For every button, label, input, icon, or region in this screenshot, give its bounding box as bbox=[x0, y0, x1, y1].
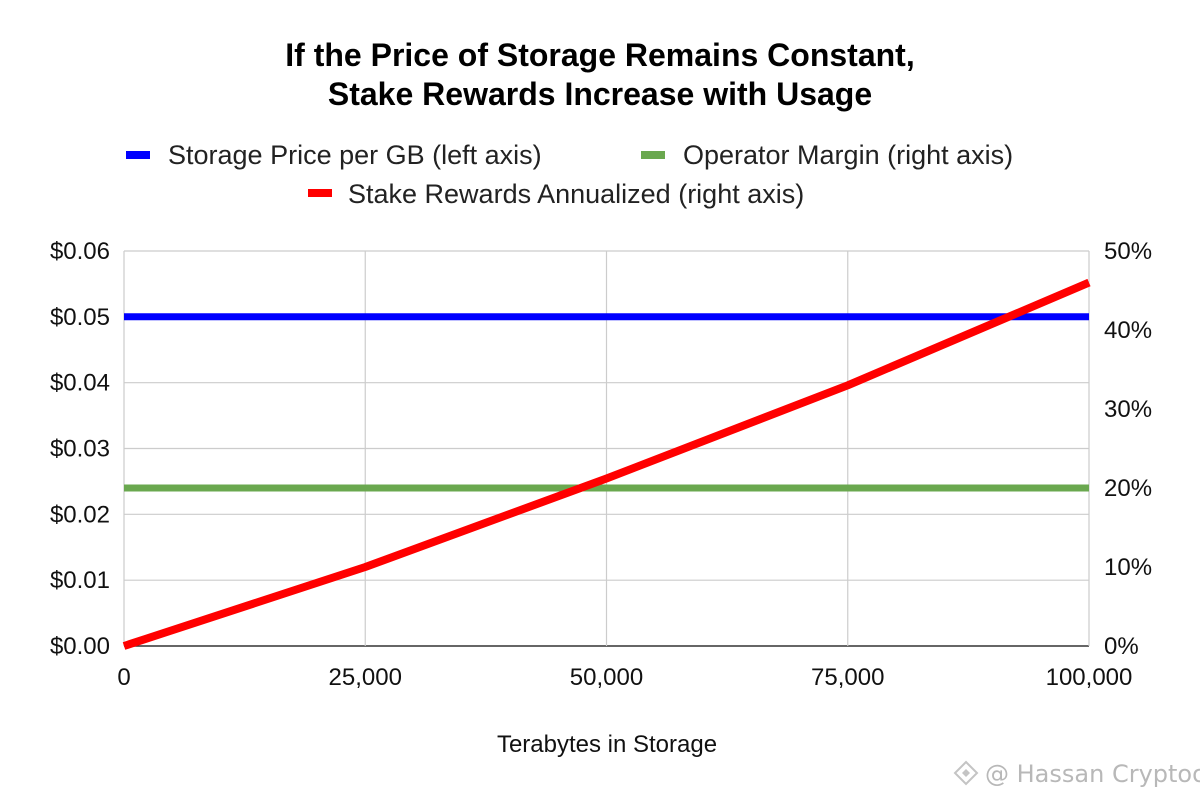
gridlines bbox=[123, 250, 1090, 647]
y-left-tick-label: $0.02 bbox=[50, 501, 110, 528]
y-left-tick-label: $0.03 bbox=[50, 436, 110, 463]
series-lines bbox=[122, 278, 1091, 650]
y-right-tick-label: 40% bbox=[1104, 317, 1152, 344]
legend-swatch-stake-rewards bbox=[308, 189, 332, 197]
x-tick-label: 25,000 bbox=[329, 664, 402, 691]
chart-title-line-2: Stake Rewards Increase with Usage bbox=[328, 76, 872, 112]
y-right-tick-label: 30% bbox=[1104, 396, 1152, 423]
y-left-tick-label: $0.01 bbox=[50, 567, 110, 594]
watermark: @ Hassan Cryptoo bbox=[953, 760, 1200, 788]
legend: Storage Price per GB (left axis) Operato… bbox=[126, 140, 1013, 209]
legend-label-stake-rewards: Stake Rewards Annualized (right axis) bbox=[348, 179, 804, 209]
y-right-tick-label: 50% bbox=[1104, 238, 1152, 265]
x-axis-title: Terabytes in Storage bbox=[497, 731, 717, 758]
legend-label-operator-margin: Operator Margin (right axis) bbox=[683, 140, 1013, 170]
x-tick-label: 75,000 bbox=[811, 664, 884, 691]
legend-label-storage-price: Storage Price per GB (left axis) bbox=[168, 140, 542, 170]
stake-rewards-line bbox=[122, 278, 1091, 650]
y-left-tick-label: $0.00 bbox=[50, 633, 110, 660]
x-tick-label: 0 bbox=[117, 664, 130, 691]
y-right-tick-label: 0% bbox=[1104, 633, 1139, 660]
y-right-tick-label: 10% bbox=[1104, 554, 1152, 581]
y-right-tick-label: 20% bbox=[1104, 475, 1152, 502]
y-left-tick-label: $0.04 bbox=[50, 370, 110, 397]
axis-ticks: $0.00 $0.01 $0.02 $0.03 $0.04 $0.05 $0.06 0% 10%… bbox=[50, 238, 1152, 691]
chart-title-line-1: If the Price of Storage Remains Constant… bbox=[285, 37, 914, 73]
watermark-text: @ Hassan Cryptoo bbox=[985, 760, 1200, 788]
x-tick-label: 100,000 bbox=[1046, 664, 1133, 691]
legend-swatch-operator-margin bbox=[641, 151, 665, 159]
x-tick-label: 50,000 bbox=[570, 664, 643, 691]
legend-swatch-storage-price bbox=[126, 151, 150, 159]
y-left-tick-label: $0.05 bbox=[50, 304, 110, 331]
binance-diamond-icon bbox=[953, 760, 979, 786]
y-left-tick-label: $0.06 bbox=[50, 238, 110, 265]
